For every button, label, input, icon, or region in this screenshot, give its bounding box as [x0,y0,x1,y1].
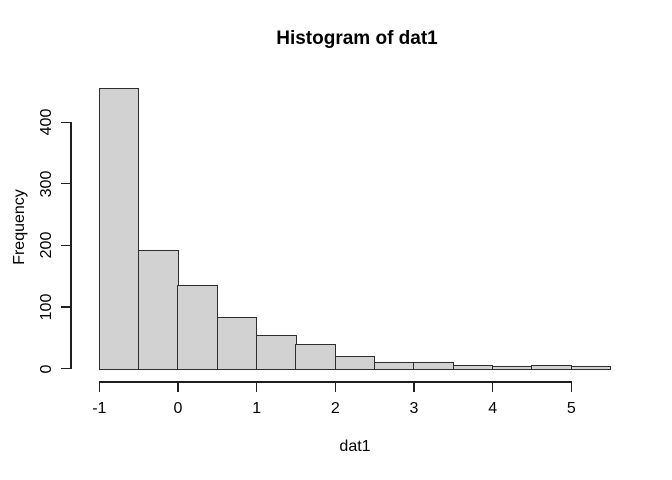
histogram-bar [98,88,140,370]
histogram-bar [413,362,455,370]
histogram-bar [255,335,297,370]
y-tick-label: 100 [38,293,55,321]
x-tick-label: 1 [252,400,262,417]
plot-title: Histogram of dat1 [276,28,438,49]
x-tick-label: -1 [92,400,107,417]
x-tick-label: 4 [488,400,498,417]
x-tick [491,381,494,392]
histogram-bar [373,362,415,370]
histogram-bar [137,250,179,370]
y-tick [61,121,72,123]
x-tick-label: 2 [330,400,340,417]
x-tick [177,381,179,392]
x-tick-label: 5 [566,400,576,417]
y-tick-label: 300 [38,170,55,198]
y-tick-label: 200 [38,231,55,259]
x-tick [255,381,258,392]
x-tick [570,381,573,392]
x-tick [413,381,415,392]
x-axis-label: dat1 [339,438,371,455]
histogram-bar [570,365,612,370]
histogram-bar [491,366,533,370]
histogram-bar [216,317,258,370]
y-tick [61,244,72,247]
y-tick [61,183,72,185]
y-tick [61,306,72,308]
y-tick [61,367,72,370]
x-tick-label: 3 [409,400,419,417]
histogram-bar [177,285,219,370]
x-tick-label: 0 [173,400,183,417]
histogram-bar [452,365,494,370]
y-tick-label: 0 [38,364,55,373]
y-tick-label: 400 [38,108,55,136]
histogram-bar [295,343,337,370]
x-tick [334,381,337,392]
x-tick [98,381,101,392]
histogram-bar [531,364,573,370]
histogram-bar [334,356,376,370]
